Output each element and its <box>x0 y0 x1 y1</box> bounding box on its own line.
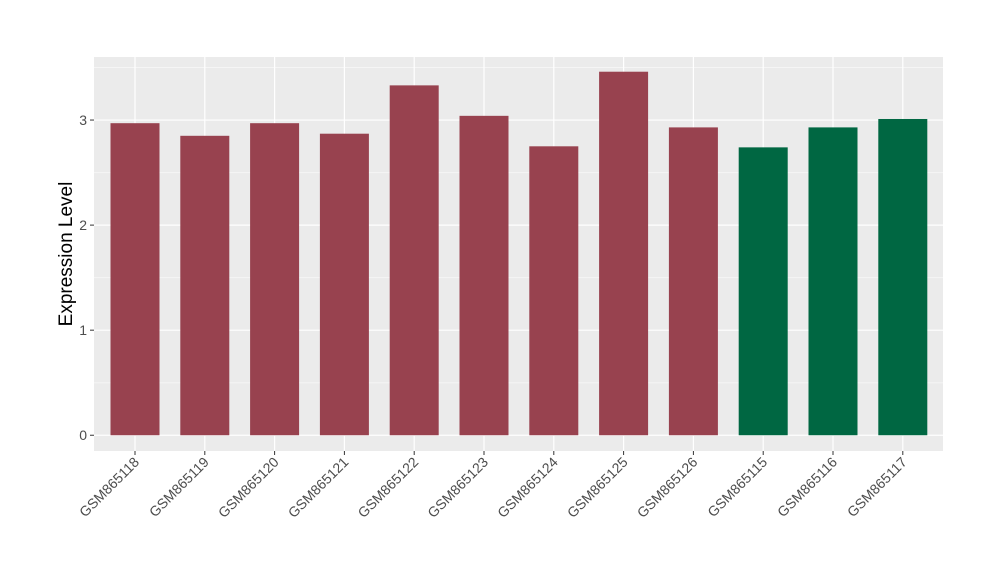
plot-panel <box>94 57 943 451</box>
y-axis-title: Expression Level <box>56 182 77 327</box>
x-tick-label: GSM865116 <box>774 454 840 520</box>
bar <box>389 85 439 436</box>
bar <box>878 118 928 436</box>
bar <box>529 146 579 436</box>
y-tick-label: 3 <box>79 112 87 128</box>
x-tick-label: GSM865119 <box>146 454 212 520</box>
x-tick-label: GSM865126 <box>634 454 701 521</box>
x-tick-label: GSM865124 <box>494 454 561 521</box>
minor-gridlines <box>94 67 943 384</box>
bar <box>319 133 369 436</box>
x-tick-label: GSM865118 <box>76 454 142 520</box>
x-tick-label: GSM865120 <box>215 454 282 521</box>
x-tick-label: GSM865122 <box>354 454 421 521</box>
bars <box>110 71 928 436</box>
x-tick-label: GSM865121 <box>285 454 352 521</box>
bar <box>110 123 160 436</box>
bar <box>808 127 858 436</box>
bar <box>738 147 788 436</box>
y-tick-label: 1 <box>79 322 87 338</box>
bar <box>459 115 509 436</box>
y-axis: 0 1 2 3 <box>79 112 94 443</box>
bar <box>180 135 230 436</box>
x-tick-label: GSM865125 <box>564 454 631 521</box>
x-tick-label: GSM865115 <box>704 454 770 520</box>
bar <box>668 127 718 436</box>
bar <box>250 123 300 436</box>
x-tick-label: GSM865123 <box>424 454 491 521</box>
y-tick-label: 0 <box>79 427 87 443</box>
x-axis: GSM865118 GSM865119 GSM865120 GSM865121 GSM8… <box>76 451 910 521</box>
x-tick-label: GSM865117 <box>844 454 910 520</box>
bar <box>599 71 649 436</box>
y-tick-label: 2 <box>79 217 87 233</box>
